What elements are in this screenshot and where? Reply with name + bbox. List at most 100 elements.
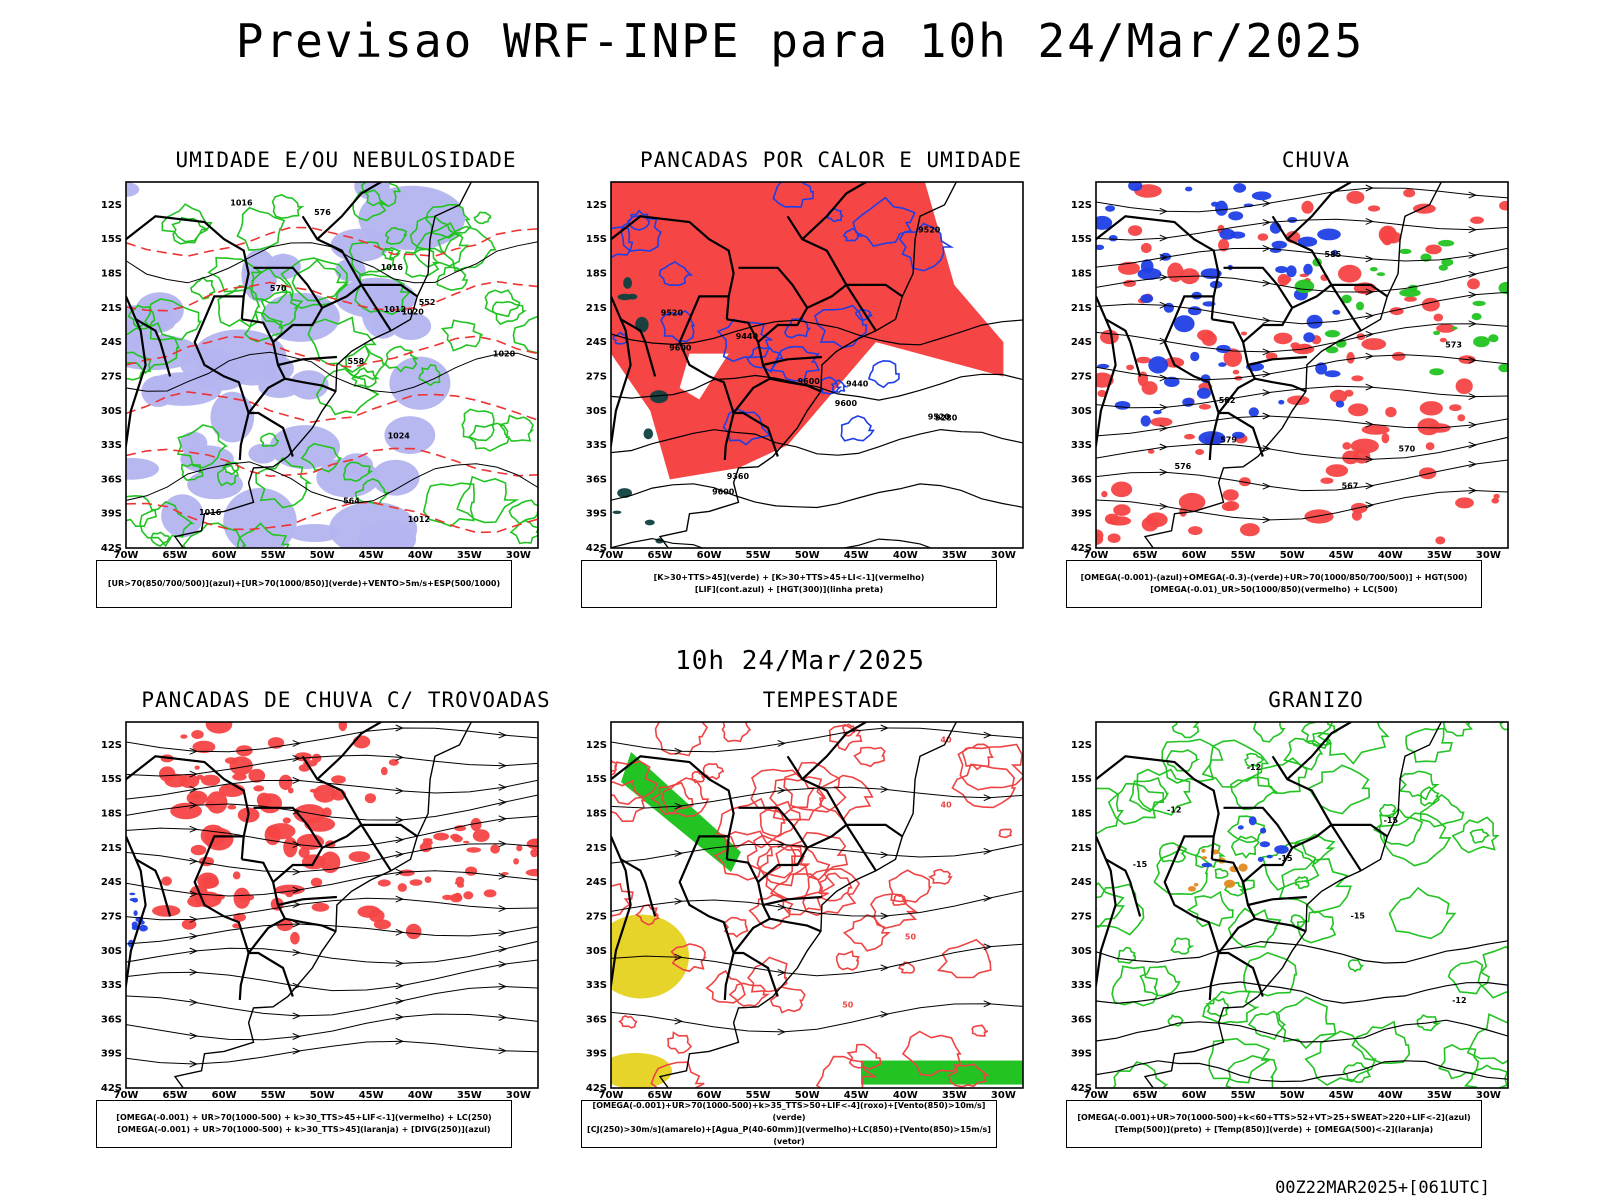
streamline-arrow <box>674 897 683 905</box>
strong-omega-area <box>1376 272 1386 277</box>
thunderstorm-area <box>397 883 407 892</box>
rain-area <box>1100 329 1119 345</box>
streamline-arrow <box>189 998 198 1006</box>
temp-850-contour <box>1226 815 1266 844</box>
streamline-arrow <box>880 964 889 972</box>
panel-umidade: UMIDADE E/OU NEBULOSIDADE 1012 1012 1016 10… <box>96 148 596 628</box>
streamline-arrow <box>1159 443 1168 451</box>
streamline-arrow <box>777 786 786 794</box>
rain-area <box>1348 403 1369 417</box>
lon-tick-label: 40W <box>408 550 433 561</box>
lat-tick-label: 36S <box>1071 1014 1092 1025</box>
contour-label: 558 <box>348 357 365 366</box>
lat-tick-label: 42S <box>586 543 607 554</box>
border-line <box>126 835 147 991</box>
precipitable-water-contour <box>650 1061 705 1088</box>
lat-tick-label: 15S <box>101 234 122 245</box>
streamline-arrow <box>1159 468 1168 476</box>
rain-area <box>1421 297 1440 312</box>
green-humidity-contour <box>126 351 152 381</box>
border-line <box>769 917 822 933</box>
streamline-arrow <box>1159 273 1168 281</box>
rain-area <box>1413 203 1436 214</box>
humidity-area <box>269 425 340 470</box>
green-humidity-contour <box>413 222 470 268</box>
lon-tick-label: 40W <box>1378 1090 1403 1101</box>
omega-area <box>1306 314 1323 329</box>
panel-title: PANCADAS DE CHUVA C/ TROVOADAS <box>141 688 551 712</box>
streamline-arrow <box>1262 370 1271 378</box>
legend-box: [K>30+TTS>45](verde) + [K>30+TTS>45+LI<-… <box>581 560 997 608</box>
lat-tick-label: 39S <box>1071 1049 1092 1060</box>
temp-850-contour <box>1170 937 1195 955</box>
rain-area <box>1433 313 1444 322</box>
precipitable-water-contour <box>818 872 853 902</box>
lat-tick-label: 18S <box>101 809 122 820</box>
rain-area <box>1304 509 1334 524</box>
precipitable-water-contour <box>667 1031 693 1054</box>
thunderstorm-area <box>463 891 474 900</box>
border-line <box>620 858 657 917</box>
thunderstorm-area <box>405 923 422 940</box>
thickness-contour <box>126 226 538 258</box>
contour-label: 576 <box>314 208 331 217</box>
contour-label: 585 <box>1325 250 1342 259</box>
streamline-arrow <box>1468 226 1477 234</box>
humidity-area <box>192 329 287 383</box>
green-humidity-contour <box>307 316 377 373</box>
streamline-arrow <box>1365 383 1374 391</box>
rain-area <box>1381 433 1390 444</box>
lon-tick-label: 70W <box>1084 1090 1109 1101</box>
lat-tick-label: 27S <box>1071 911 1092 922</box>
streamline-arrow <box>777 1028 786 1036</box>
thunderstorm-area <box>227 804 237 810</box>
streamline-arrow <box>674 802 683 810</box>
omega-area <box>1211 201 1219 207</box>
streamline-arrow <box>498 840 507 848</box>
border-line <box>361 283 418 298</box>
omega-area <box>1140 294 1154 304</box>
rain-area <box>1367 205 1381 212</box>
green-area <box>644 519 655 526</box>
lon-tick-label: 35W <box>942 1090 967 1101</box>
green-area <box>643 428 654 440</box>
streamline-arrow <box>395 928 404 936</box>
rain-area <box>1147 449 1155 454</box>
lon-tick-label: 30W <box>1476 1090 1501 1101</box>
streamline-arrow <box>395 724 404 732</box>
panel-title: TEMPESTADE <box>762 688 900 712</box>
streamline-arrow <box>1262 199 1271 207</box>
thunderstorm-area <box>161 876 172 886</box>
legend-box: [OMEGA(-0.001) + UR>70(1000-500) + k>30_… <box>96 1100 512 1148</box>
precipitable-water-contour <box>951 763 1017 809</box>
lat-tick-label: 42S <box>586 1083 607 1094</box>
border-line <box>1286 722 1352 781</box>
hail-area <box>1248 816 1257 826</box>
lat-tick-label: 33S <box>586 440 607 451</box>
lat-tick-label: 33S <box>1071 440 1092 451</box>
precipitable-water-contour <box>715 797 786 850</box>
thunderstorm-area <box>470 817 482 832</box>
rain-area <box>1101 490 1108 498</box>
thunderstorm-area <box>311 902 330 912</box>
strong-omega-area <box>1498 281 1508 295</box>
streamline-arrow <box>777 739 786 747</box>
lat-tick-label: 27S <box>1071 371 1092 382</box>
streamline <box>1096 291 1508 325</box>
streamline-arrow <box>395 753 404 761</box>
thickness-contour <box>126 280 538 312</box>
omega-area <box>1140 415 1151 427</box>
streamline-arrow <box>498 762 507 770</box>
streamline-arrow <box>1468 487 1477 494</box>
streamline <box>126 779 538 800</box>
thunderstorm-area <box>388 759 399 766</box>
green-humidity-contour <box>456 475 520 524</box>
temp-500-contour <box>1096 1060 1508 1083</box>
thunderstorm-area <box>200 824 226 847</box>
streamline-arrow <box>777 903 786 911</box>
border-line <box>1254 377 1307 393</box>
streamline <box>611 890 1023 917</box>
lon-tick-label: 40W <box>893 1090 918 1101</box>
legend-box: [OMEGA(-0.001)-(azul)+OMEGA(-0.3)-(verde… <box>1066 560 1482 608</box>
precipitable-water-contour <box>723 916 749 938</box>
